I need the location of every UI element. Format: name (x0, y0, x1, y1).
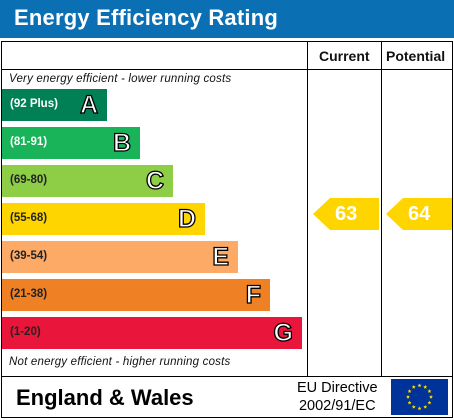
current-arrow-shape (313, 198, 379, 230)
band-f: (21-38) F (2, 279, 270, 311)
band-c: (69-80) C (2, 165, 173, 197)
band-range: (1-20) (10, 326, 41, 338)
eu-star-icon (417, 406, 422, 411)
band-b: (81-91) B (2, 127, 140, 159)
eu-directive-line2: 2002/91/EC (298, 398, 376, 414)
eu-flag-icon (391, 379, 448, 415)
eu-star-icon (417, 383, 422, 388)
page-title: Energy Efficiency Rating (14, 5, 278, 30)
current-rating-arrow: 63 (313, 198, 379, 230)
band-range: (92 Plus) (10, 98, 58, 110)
potential-rating-value: 64 (408, 203, 431, 225)
footer-divider (1, 376, 453, 377)
column-divider-current (307, 41, 308, 377)
column-header-current: Current (319, 48, 370, 64)
column-header-potential: Potential (386, 48, 446, 64)
band-letter: C (145, 166, 164, 195)
eu-star-icon (423, 404, 428, 409)
band-letter: B (112, 128, 131, 157)
band-e: (39-54) E (2, 241, 238, 273)
eu-star-icon (411, 384, 416, 389)
band-letter: D (177, 204, 196, 233)
column-divider-potential (381, 41, 382, 377)
title-bar: Energy Efficiency Rating (0, 0, 454, 38)
eu-star-icon (411, 404, 416, 409)
band-range: (55-68) (10, 212, 48, 224)
note-efficient: Very energy efficient - lower running co… (9, 73, 232, 85)
eu-star-icon (407, 400, 412, 405)
potential-rating-arrow: 64 (386, 198, 452, 230)
band-range: (81-91) (10, 136, 48, 148)
band-letter: E (212, 242, 230, 271)
eu-star-icon (407, 389, 412, 393)
band-range: (21-38) (10, 288, 48, 300)
header-divider (1, 69, 453, 70)
band-letter: G (273, 318, 294, 347)
band-d: (55-68) D (2, 203, 205, 235)
band-letter: A (79, 90, 98, 119)
eu-directive: EU Directive 2002/91/EC (297, 379, 378, 415)
eu-star-icon (427, 400, 432, 405)
eu-star-icon (423, 384, 428, 389)
band-range: (39-54) (10, 250, 48, 262)
band-range: (69-80) (10, 174, 48, 186)
eu-star-icon (406, 394, 410, 399)
band-a: (92 Plus) A (2, 89, 107, 121)
eu-star-icon (429, 394, 433, 399)
band-letter: F (245, 280, 262, 309)
eu-directive-line1: EU Directive (297, 380, 378, 396)
current-rating-value: 63 (335, 203, 358, 225)
eu-star-icon (427, 389, 432, 393)
region-label: England & Wales (16, 385, 194, 410)
band-g: (1-20) G (2, 317, 302, 349)
rating-frame (1, 41, 453, 418)
potential-arrow-shape (386, 198, 452, 230)
note-inefficient: Not energy efficient - higher running co… (9, 356, 231, 368)
